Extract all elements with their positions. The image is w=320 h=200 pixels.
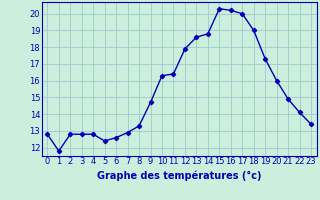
X-axis label: Graphe des températures (°c): Graphe des températures (°c) bbox=[97, 171, 261, 181]
